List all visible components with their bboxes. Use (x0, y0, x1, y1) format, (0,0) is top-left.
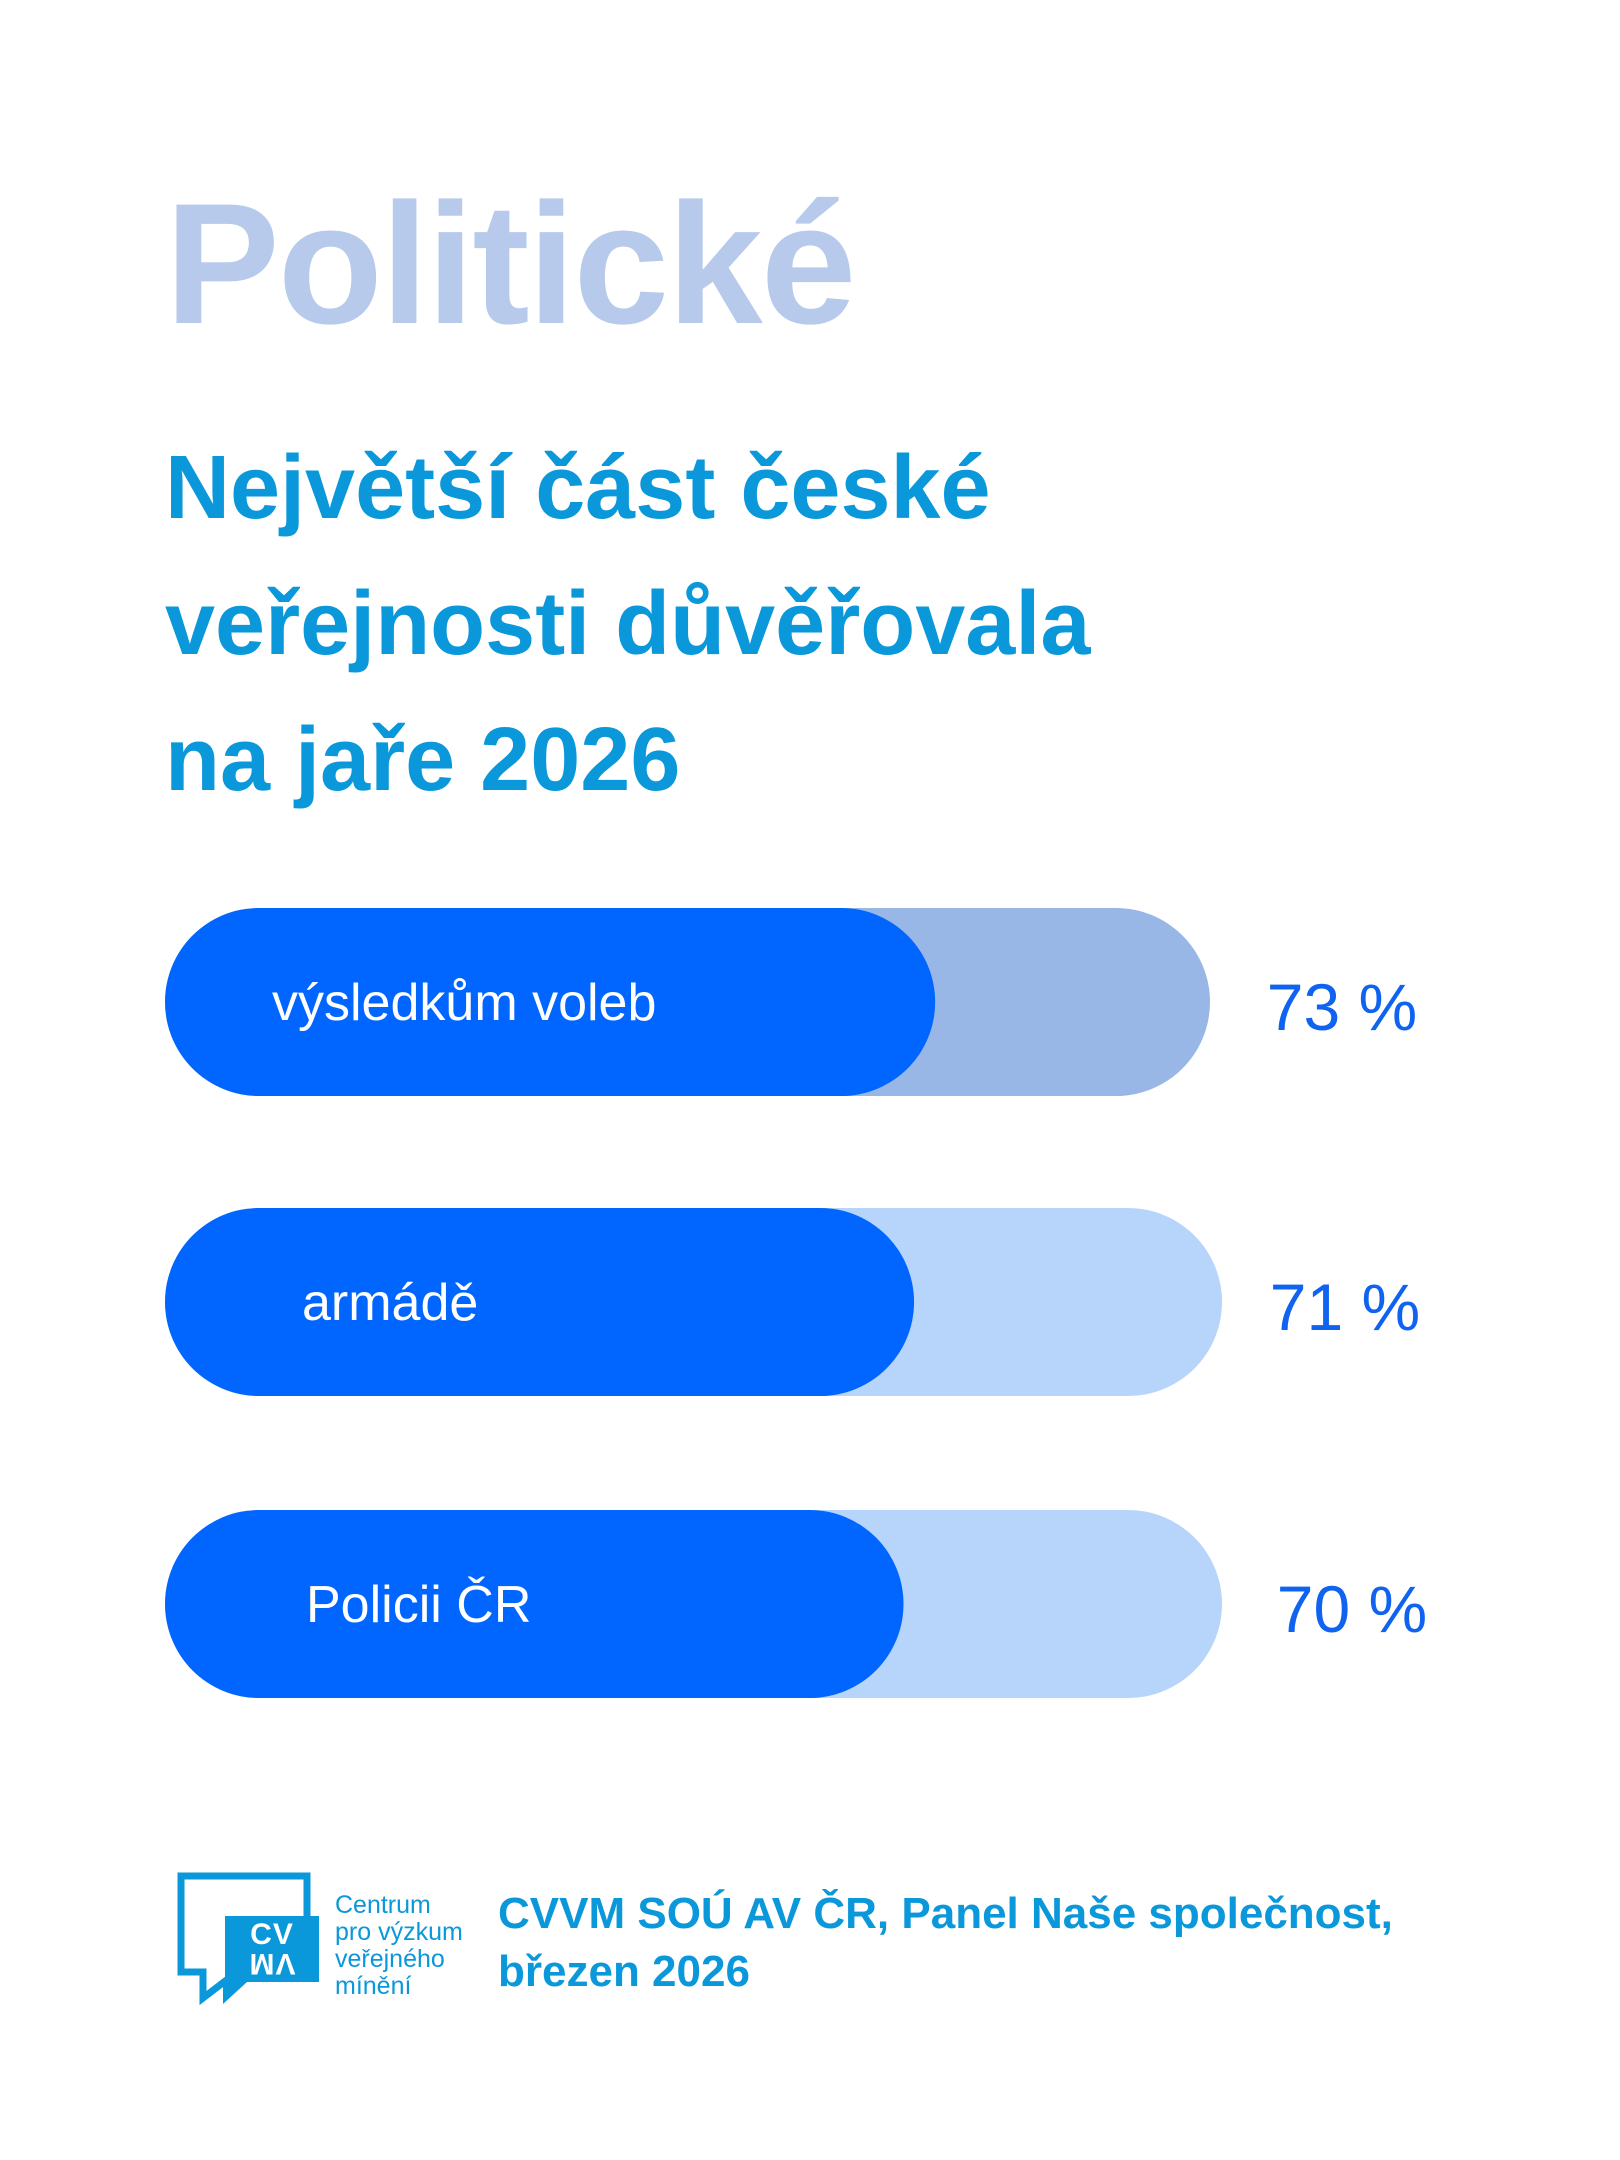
bar-fill (165, 1510, 904, 1698)
bar-category-label: armádě (302, 1274, 478, 1332)
logo-line: Centrum (335, 1891, 431, 1919)
logo-wordmark: Centrum pro výzkum veřejného mínění (335, 1892, 463, 2000)
logo-line: pro výzkum (335, 1918, 463, 1946)
bar-category-label: výsledkům voleb (272, 974, 656, 1032)
cvvm-logo-icon: CV VM (177, 1872, 319, 2006)
headline-line: Největší část české (165, 438, 991, 538)
source-line: březen 2026 (498, 1947, 750, 1996)
source-note: CVVM SOÚ AV ČR, Panel Naše společnost, b… (498, 1885, 1548, 2001)
svg-text:VM: VM (249, 1947, 296, 1980)
svg-text:CV: CV (250, 1918, 294, 1951)
logo-line: veřejného (335, 1945, 445, 1973)
source-line: CVVM SOÚ AV ČR, Panel Naše společnost, (498, 1889, 1393, 1938)
headline-line: na jaře 2026 (165, 710, 681, 810)
logo-line: mínění (335, 1972, 412, 2000)
headline: Největší část české veřejnosti důvěřoval… (165, 420, 1465, 828)
bar-fill (165, 908, 936, 1096)
bar-category-label: Policii ČR (306, 1576, 531, 1634)
bar-fill (165, 1208, 915, 1396)
headline-line: veřejnosti důvěřovala (165, 574, 1091, 674)
bar-value-label: 70 % (1277, 1572, 1427, 1646)
bar-value-label: 73 % (1267, 970, 1417, 1044)
category-title: Politické (165, 168, 856, 360)
bar-value-label: 71 % (1270, 1270, 1420, 1344)
